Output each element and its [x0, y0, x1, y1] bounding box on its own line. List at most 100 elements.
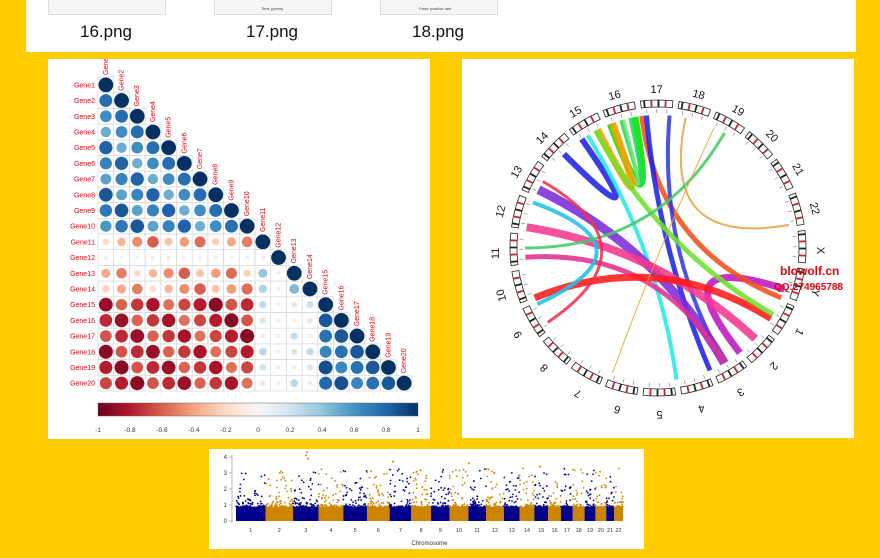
- corr-circle: [209, 330, 222, 343]
- manhattan-point: [511, 495, 514, 498]
- chromosome-band: [516, 201, 525, 206]
- corr-circle: [166, 255, 171, 260]
- corr-circle: [333, 312, 349, 328]
- manhattan-point: [471, 488, 473, 490]
- manhattan-point: [269, 494, 272, 497]
- ideogram: [509, 99, 807, 397]
- manhattan-point: [585, 490, 588, 493]
- chromosome-tick-label: 16: [551, 528, 557, 534]
- corr-circle: [163, 189, 174, 200]
- manhattan-point: [606, 500, 609, 502]
- manhattan-point: [594, 488, 597, 490]
- manhattan-point: [371, 497, 374, 500]
- manhattan-point: [475, 505, 478, 508]
- manhattan-point: [306, 502, 309, 505]
- thumbnail-caption[interactable]: 17.png: [246, 22, 298, 41]
- manhattan-point: [383, 473, 385, 475]
- y-tick-label: 2: [224, 487, 228, 493]
- chromosome-band: [751, 352, 758, 359]
- manhattan-point: [589, 488, 591, 491]
- corr-circle: [225, 361, 237, 373]
- chromosome-tick-label: 19: [587, 528, 593, 534]
- thumbnail-caption[interactable]: 16.png: [80, 22, 132, 41]
- chromosome-band: [533, 166, 541, 172]
- thumbnail-16[interactable]: [48, 0, 166, 15]
- manhattan-point: [316, 504, 319, 507]
- manhattan-point: [366, 487, 369, 490]
- chromosome-band: [721, 373, 726, 381]
- manhattan-point: [521, 467, 524, 470]
- manhattan-point: [307, 485, 310, 488]
- manhattan-point: [244, 500, 247, 502]
- thumbnail-caption[interactable]: 18.png: [412, 22, 464, 41]
- corr-circle: [162, 376, 176, 390]
- manhattan-point: [320, 483, 322, 486]
- manhattan-point: [469, 503, 472, 506]
- chromosome-label: 19: [729, 103, 746, 119]
- manhattan-plot-image[interactable]: 0 1 2 3 4 1 2 3 4 5 6 7 8 9 10 11 12 13 14 15 16 17 18 19 20 21 22…: [209, 449, 644, 549]
- chromosome-band: [547, 341, 554, 348]
- scale-tick: [521, 222, 526, 225]
- x-axis-label: Chromosome: [411, 541, 448, 547]
- manhattan-point: [572, 503, 575, 506]
- manhattan-point: [336, 484, 339, 486]
- circos-link: [532, 200, 599, 307]
- manhattan-point: [443, 502, 446, 504]
- circos-link: [593, 129, 775, 317]
- chromosome-band: [576, 365, 582, 373]
- manhattan-point: [425, 488, 428, 491]
- manhattan-point: [556, 486, 559, 489]
- manhattan-point: [581, 472, 584, 474]
- manhattan-point: [420, 502, 423, 504]
- manhattan-point: [564, 485, 567, 488]
- manhattan-point: [559, 494, 562, 497]
- manhattan-point: [559, 501, 562, 504]
- manhattan-point: [519, 505, 522, 508]
- manhattan-point: [309, 498, 311, 501]
- corr-row-label: Gene17: [70, 334, 95, 341]
- manhattan-point: [311, 483, 314, 485]
- manhattan-point: [605, 497, 608, 500]
- corr-circle: [196, 269, 205, 278]
- manhattan-point: [334, 493, 337, 495]
- scale-tick: [630, 111, 632, 116]
- manhattan-point: [469, 498, 472, 501]
- chromosome-band: [525, 311, 533, 316]
- manhattan-dense-band: [411, 506, 431, 521]
- manhattan-point: [238, 503, 241, 506]
- chromosome-tick-label: 12: [492, 528, 498, 534]
- scale-tick: [778, 186, 783, 189]
- corr-col-label: Gene8: [213, 164, 220, 185]
- manhattan-point: [410, 501, 413, 504]
- manhattan-point: [563, 467, 566, 470]
- manhattan-point: [613, 505, 616, 508]
- manhattan-point: [368, 493, 371, 496]
- manhattan-point: [440, 495, 443, 498]
- scale-tick: [701, 116, 703, 121]
- thumbnail-17[interactable]: Time (years): [214, 0, 332, 15]
- correlation-plot-image[interactable]: Gene1 Gene1 Gene2 Gene2 Gene3 Gene3 Gene4 Gene4…: [48, 54, 430, 439]
- manhattan-point: [318, 505, 321, 508]
- manhattan-point: [485, 468, 488, 470]
- scale-tick: [560, 344, 564, 348]
- manhattan-point: [297, 503, 300, 506]
- manhattan-point: [321, 505, 324, 508]
- manhattan-point: [314, 502, 317, 505]
- manhattan-point: [485, 500, 488, 503]
- scale-tick: [770, 322, 774, 326]
- manhattan-point: [491, 487, 494, 490]
- manhattan-point: [278, 491, 281, 494]
- manhattan-point: [508, 490, 511, 492]
- manhattan-point: [474, 500, 476, 503]
- corr-circle: [258, 347, 267, 356]
- manhattan-point: [424, 480, 427, 482]
- manhattan-point: [435, 505, 438, 508]
- corr-circle: [116, 189, 127, 201]
- thumbnail-18[interactable]: False positive rate: [380, 0, 498, 15]
- manhattan-point: [290, 503, 292, 506]
- manhattan-point: [503, 497, 506, 500]
- manhattan-point: [576, 494, 578, 496]
- corr-row-label: Gene7: [74, 177, 95, 184]
- manhattan-point: [430, 505, 433, 508]
